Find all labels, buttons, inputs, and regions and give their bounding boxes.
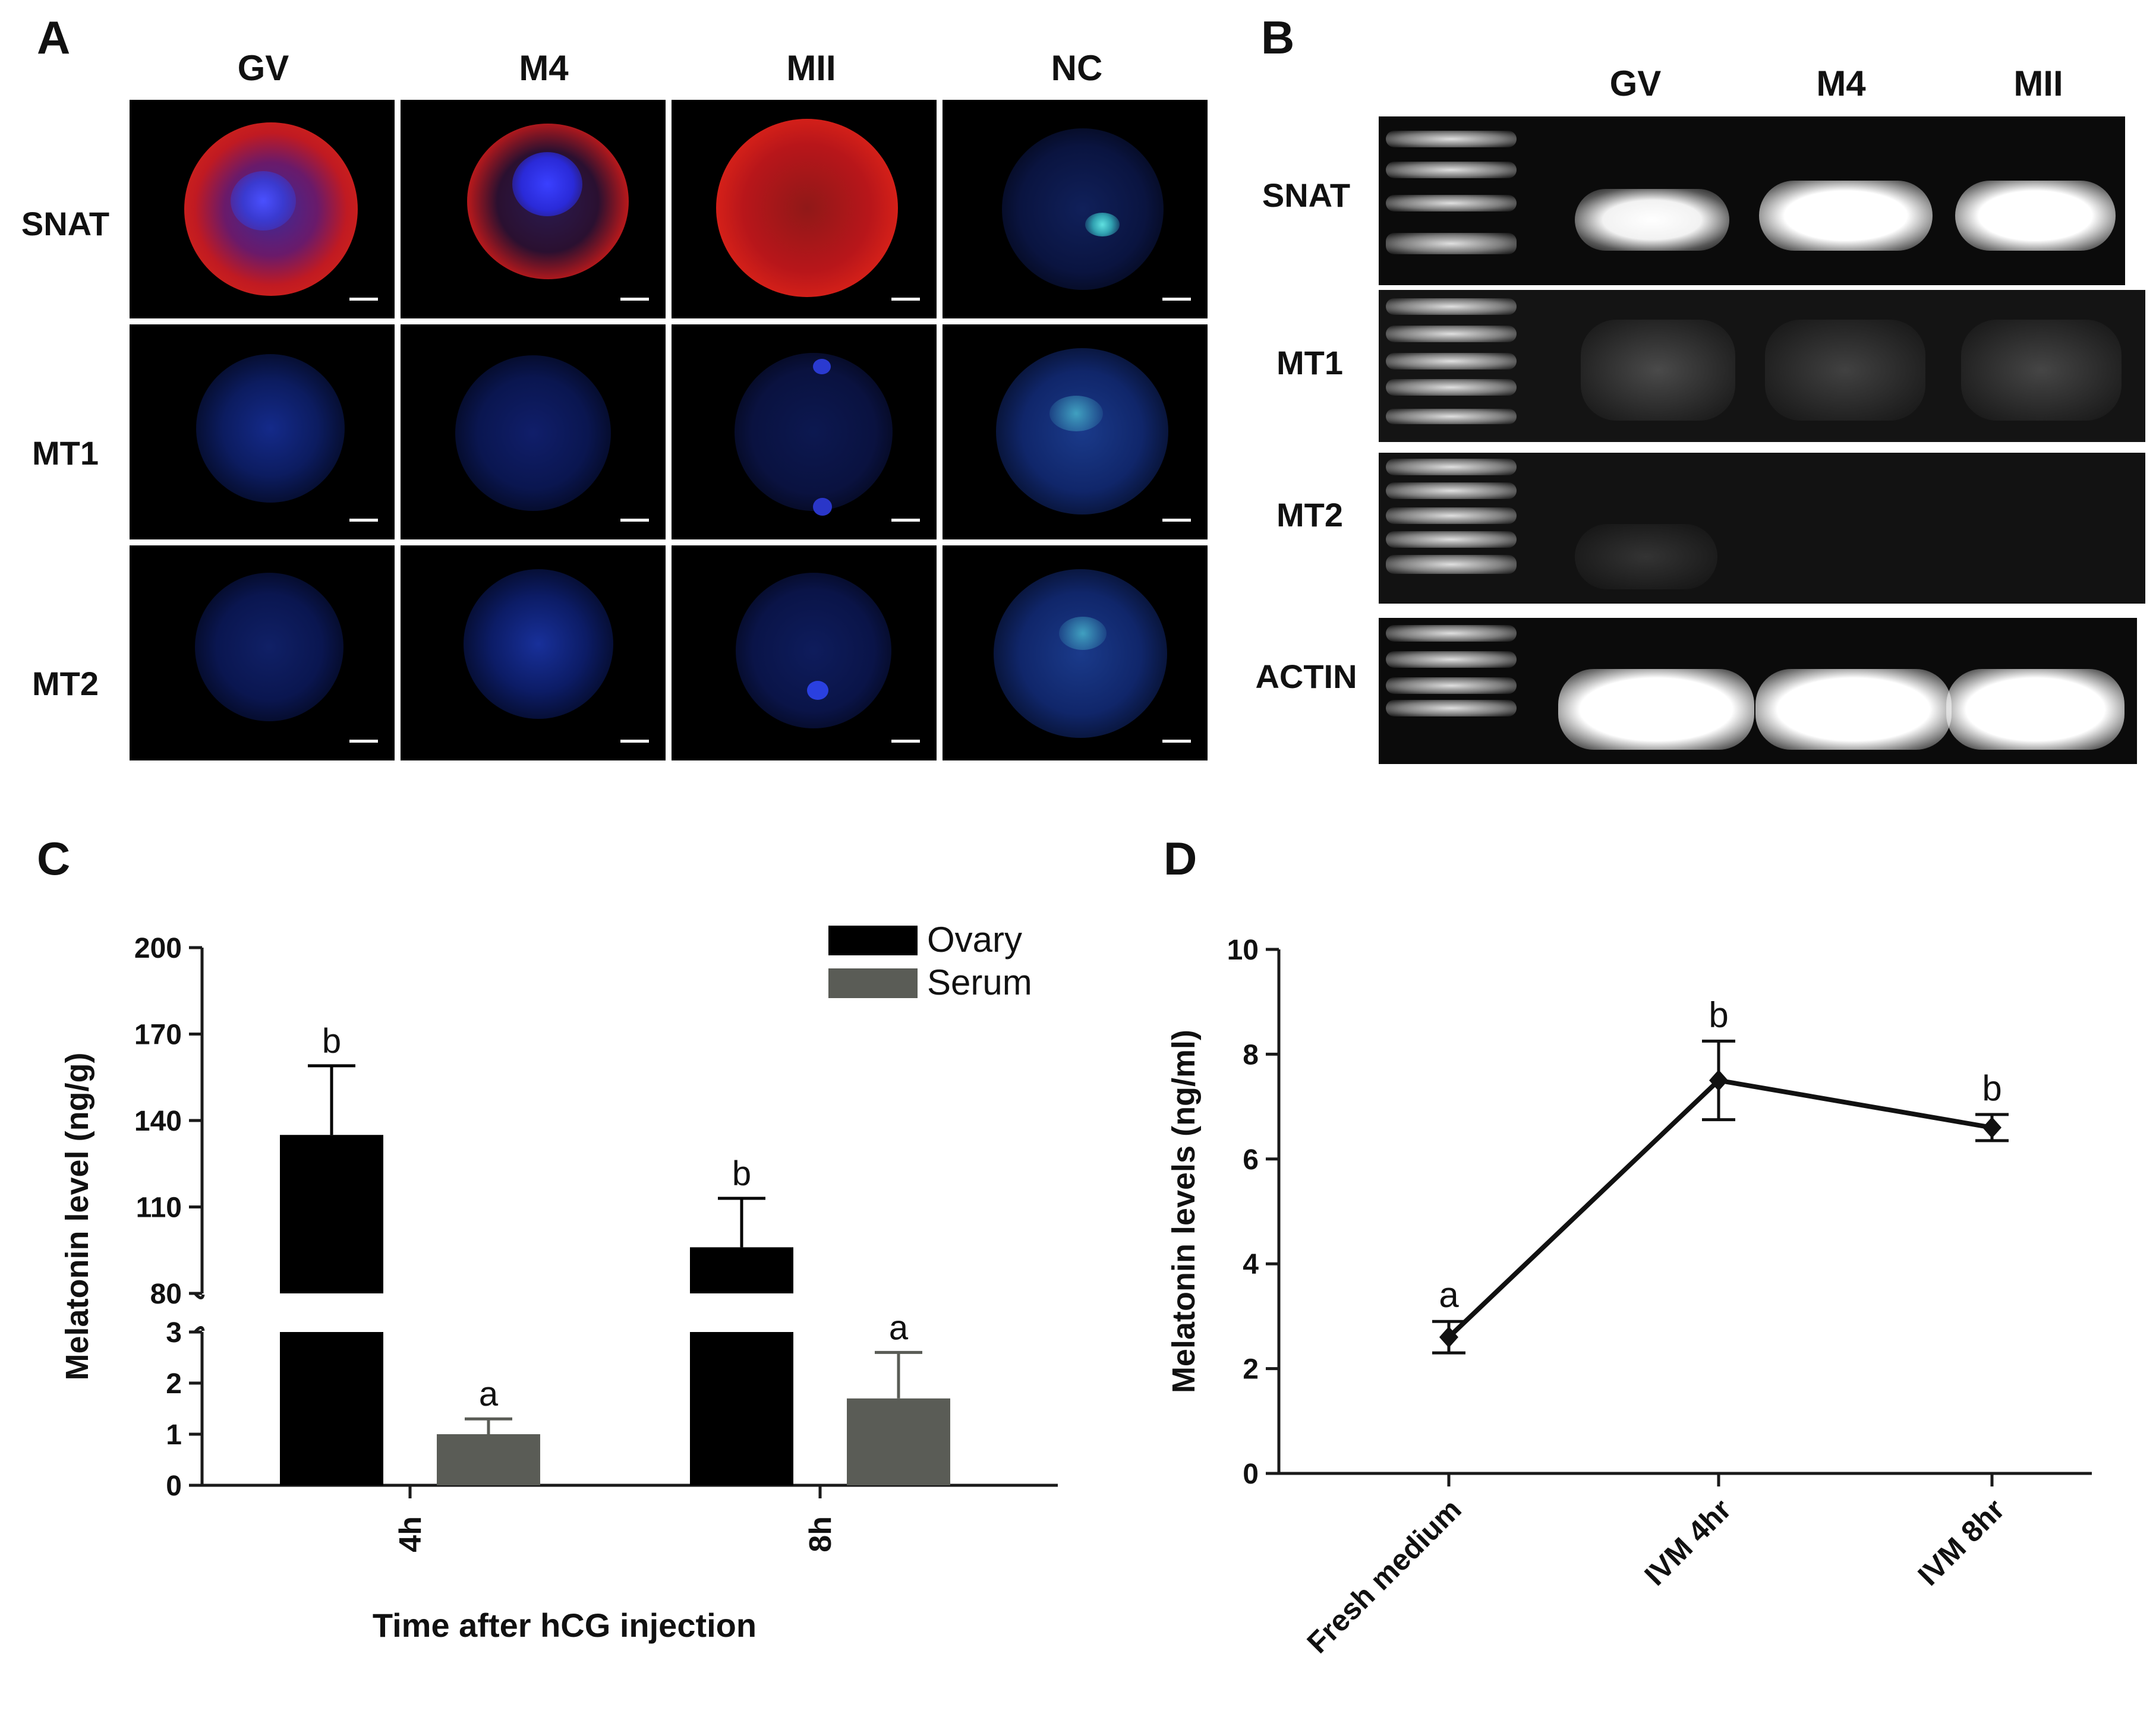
gel-actin-band-m4 [1755, 669, 1952, 750]
panel-a-col-mii: MII [786, 48, 836, 88]
gel-mt1-smear-mii [1961, 320, 2122, 421]
panel-b-letter: B [1261, 11, 1295, 64]
significance-letter: b [1709, 995, 1728, 1034]
gel-mt2-smear-gv [1575, 524, 1717, 589]
micrograph-mt2-nc [943, 545, 1208, 760]
gel-mt1-smear-m4 [1765, 320, 1925, 421]
y-tick-label: 6 [1243, 1144, 1259, 1176]
y-tick-label: 1 [166, 1419, 182, 1451]
legend-label: Ovary [927, 920, 1022, 960]
bar [280, 1135, 383, 1293]
panel-a-row-mt2: MT2 [32, 665, 99, 702]
y-tick-label: 0 [166, 1470, 182, 1502]
micrograph-mt1-mii [672, 324, 937, 539]
data-point [1709, 1069, 1728, 1091]
micrograph-mt2-m4 [401, 545, 666, 760]
panel-b-col-m4: M4 [1816, 64, 1866, 103]
y-tick-label: 0 [1243, 1459, 1259, 1490]
gel-snat [1379, 116, 2125, 285]
x-tick-label: 4h [393, 1516, 428, 1552]
gel-mt1-ladder [1386, 290, 1517, 442]
micrograph-mt1-m4 [401, 324, 666, 539]
y-tick-label: 4 [1243, 1249, 1259, 1280]
panel-c-letter: C [37, 832, 71, 885]
gel-snat-ladder [1386, 116, 1517, 285]
panel-a-row-snat: SNAT [21, 205, 110, 242]
gel-mt1-smear-gv [1581, 320, 1735, 421]
micrograph-mt1-gv [130, 324, 395, 539]
micrograph-snat-mii [672, 100, 937, 318]
panel-a-col-nc: NC [1051, 48, 1103, 88]
gel-mt2-ladder [1386, 453, 1517, 604]
y-tick-label: 2 [166, 1368, 182, 1400]
significance-letter: b [322, 1022, 341, 1060]
x-tick-label: IVM 8hr [1911, 1492, 2010, 1592]
data-point [1439, 1326, 1458, 1348]
y-axis-label: Melatonin levels (ng/ml) [1166, 1030, 1202, 1393]
gel-actin-band-gv [1558, 669, 1754, 750]
gel-mt1 [1379, 290, 2145, 442]
x-tick-label: Fresh medium [1301, 1492, 1468, 1659]
panel-a-col-gv: GV [237, 48, 289, 88]
significance-letter: a [1439, 1275, 1459, 1315]
data-point [1982, 1116, 2001, 1138]
gel-actin [1379, 618, 2137, 764]
significance-letter: b [732, 1154, 751, 1193]
y-tick-label: 8 [1243, 1039, 1259, 1071]
y-axis-label: Melatonin level (ng/g) [59, 1052, 95, 1380]
panel-a-row-mt1: MT1 [32, 434, 99, 472]
bar [690, 1247, 793, 1293]
gel-actin-band-mii [1946, 669, 2125, 750]
gel-snat-band-gv [1575, 189, 1729, 251]
panel-d-letter: D [1164, 832, 1197, 885]
significance-letter: a [479, 1375, 499, 1413]
x-tick-label: IVM 4hr [1638, 1492, 1737, 1592]
panel-b-row-mt2: MT2 [1276, 496, 1343, 534]
micrograph-snat-m4 [401, 100, 666, 318]
panel-a-letter: A [37, 11, 71, 64]
gel-mt2 [1379, 453, 2145, 604]
bar [437, 1434, 540, 1485]
panel-b-row-mt1: MT1 [1276, 344, 1343, 381]
y-tick-label: 140 [134, 1106, 182, 1137]
bar [847, 1398, 950, 1485]
y-tick-label: 200 [134, 933, 182, 964]
panel-b-row-actin: ACTIN [1255, 658, 1357, 695]
gel-snat-band-m4 [1759, 181, 1933, 251]
panel-b-col-mii: MII [2013, 64, 2063, 103]
micrograph-snat-nc [943, 100, 1208, 318]
significance-letter: a [889, 1308, 909, 1347]
gel-snat-band-mii [1955, 181, 2116, 251]
bar [690, 1332, 793, 1485]
y-tick-label: 80 [150, 1279, 182, 1310]
micrograph-mt2-mii [672, 545, 937, 760]
bar [280, 1332, 383, 1485]
micrograph-mt2-gv [130, 545, 395, 760]
legend-label: Serum [927, 962, 1032, 1002]
micrograph-snat-gv [130, 100, 395, 318]
gel-actin-ladder [1386, 618, 1517, 764]
panel-a-col-m4: M4 [519, 48, 569, 88]
x-axis-label: Time after hCG injection [373, 1606, 757, 1644]
y-tick-label: 3 [166, 1317, 182, 1349]
legend-swatch [828, 926, 918, 955]
y-tick-label: 110 [136, 1192, 182, 1224]
x-tick-label: 8h [803, 1516, 838, 1552]
significance-letter: b [1982, 1068, 2001, 1108]
y-tick-label: 170 [134, 1020, 182, 1051]
micrograph-mt1-nc [943, 324, 1208, 539]
y-tick-label: 10 [1227, 935, 1259, 966]
legend-swatch [828, 968, 918, 998]
chart-d: 0 2 4 6 8 10 Fresh medium a IVM 4hr b IVM 8hr b Mela… [1166, 935, 2092, 1659]
y-tick-label: 2 [1243, 1354, 1259, 1385]
panel-b-row-snat: SNAT [1262, 176, 1351, 214]
panel-b-col-gv: GV [1609, 64, 1662, 103]
